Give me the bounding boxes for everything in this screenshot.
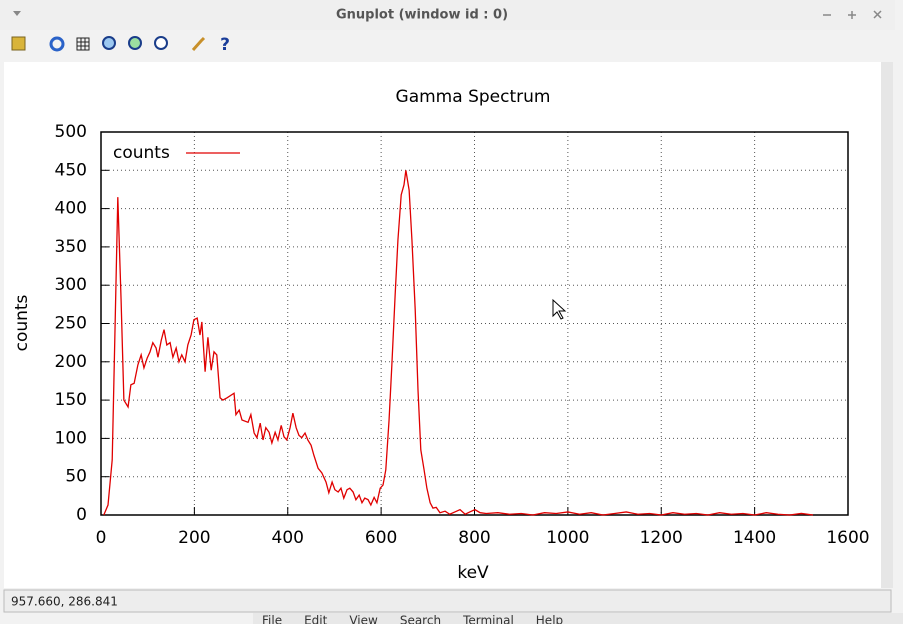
settings-icon[interactable] — [191, 36, 206, 51]
y-tick-label: 0 — [76, 505, 87, 525]
y-tick-label: 100 — [55, 428, 87, 448]
copy-icon[interactable] — [11, 36, 26, 51]
toolbar: ? — [11, 35, 230, 55]
x-tick-label: 1200 — [640, 528, 683, 548]
y-tick-label: 350 — [55, 237, 87, 257]
autoscale-icon[interactable] — [154, 36, 168, 50]
menu-item[interactable]: File — [262, 614, 282, 628]
chart: Gamma Spectrum keV counts 0 50 100 150 200 25… — [12, 87, 870, 583]
y-tick-label: 400 — [55, 199, 87, 219]
status-bar — [3, 589, 892, 613]
data-line — [103, 170, 814, 516]
chart-title: Gamma Spectrum — [396, 87, 551, 107]
background-window — [253, 613, 903, 624]
window-controls — [823, 10, 882, 19]
legend-label: counts — [113, 143, 170, 163]
x-tick-label: 800 — [458, 528, 490, 548]
x-tick-label: 1600 — [826, 528, 869, 548]
y-axis-label: counts — [12, 294, 32, 351]
zoom-next-icon[interactable] — [128, 36, 142, 50]
y-tick-label: 50 — [65, 467, 87, 487]
x-tick-label: 0 — [96, 528, 107, 548]
y-tick-label: 450 — [55, 160, 87, 180]
plot-border — [100, 131, 849, 516]
menu-item[interactable]: Help — [536, 614, 563, 628]
grid-icon[interactable] — [76, 37, 90, 51]
x-tick-label: 200 — [178, 528, 210, 548]
scrollbar — [881, 62, 893, 588]
window-menu-button[interactable] — [13, 11, 21, 16]
title-bar — [0, 0, 895, 30]
x-tick-label: 1400 — [733, 528, 776, 548]
y-tick-label: 200 — [55, 352, 87, 372]
help-icon[interactable]: ? — [220, 35, 230, 55]
x-axis-label: keV — [457, 563, 489, 583]
x-tick-label: 1000 — [546, 528, 589, 548]
plot-canvas — [4, 62, 881, 588]
mouse-cursor — [552, 298, 567, 320]
window-title: Gnuplot (window id : 0) — [336, 8, 508, 23]
menu-item[interactable]: View — [349, 614, 378, 628]
menu-item[interactable]: Terminal — [462, 614, 514, 628]
status-text: 957.660, 286.841 — [11, 595, 118, 609]
menu-item[interactable]: Search — [400, 614, 441, 628]
zoom-prev-icon[interactable] — [102, 36, 116, 50]
replot-icon[interactable] — [49, 36, 65, 52]
x-tick-label: 400 — [272, 528, 304, 548]
menu-item[interactable]: Edit — [304, 614, 328, 628]
y-tick-label: 250 — [55, 314, 87, 334]
y-tick-label: 300 — [55, 275, 87, 295]
close-button[interactable] — [873, 10, 882, 19]
x-tick-label: 600 — [365, 528, 397, 548]
y-tick-label: 150 — [55, 390, 87, 410]
maximize-button[interactable] — [848, 11, 856, 19]
y-tick-label: 500 — [55, 122, 87, 142]
